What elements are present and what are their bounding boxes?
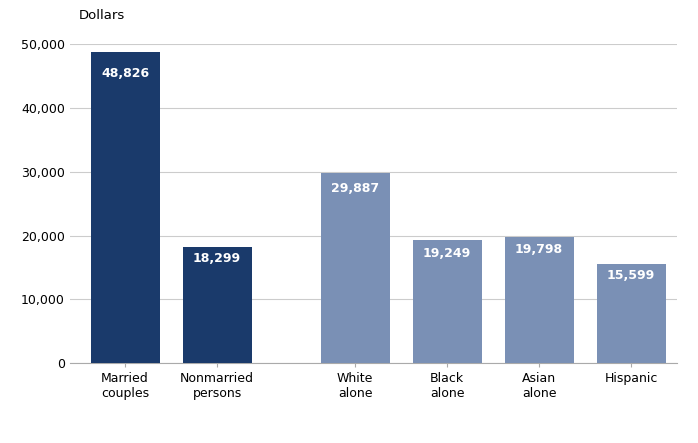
Text: 19,249: 19,249	[423, 247, 471, 260]
Bar	[320, 173, 389, 363]
Text: 15,599: 15,599	[607, 269, 655, 282]
Bar	[413, 241, 482, 363]
Text: 48,826: 48,826	[101, 67, 149, 80]
Bar	[505, 237, 574, 363]
Text: 18,299: 18,299	[193, 253, 241, 265]
Bar	[597, 264, 666, 363]
Text: 19,798: 19,798	[515, 243, 563, 256]
Bar	[91, 52, 160, 363]
Text: Dollars: Dollars	[79, 9, 125, 22]
Bar	[182, 246, 251, 363]
Text: 29,887: 29,887	[331, 182, 379, 195]
